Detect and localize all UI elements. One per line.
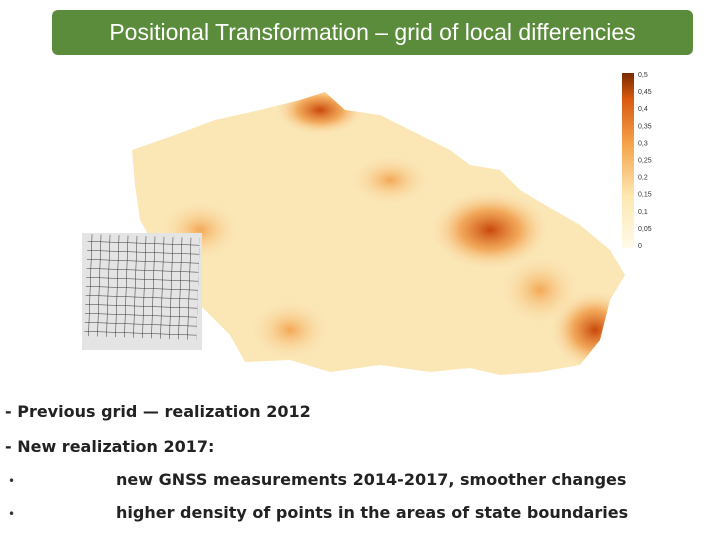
legend-label: 0,25: [638, 158, 652, 165]
bullet-dot: •: [8, 507, 16, 521]
bullet-text: higher density of points in the areas of…: [116, 503, 629, 522]
legend-label: 0,05: [638, 226, 652, 233]
legend-label: 0: [638, 243, 642, 250]
title: Positional Transformation – grid of loca…: [109, 19, 636, 45]
text-line: - New realization 2017:: [5, 437, 215, 456]
legend-labels: 0,5 0,45 0,4 0,35 0,3 0,25 0,2 0,15 0,1 0,05 0: [638, 72, 652, 250]
bullet-text: new GNSS measurements 2014-2017, smoothe…: [116, 470, 627, 489]
legend-label: 0,3: [638, 140, 648, 147]
legend-label: 0,15: [638, 192, 652, 199]
bullet-dot: •: [8, 474, 16, 488]
grid-lines: [84, 234, 200, 340]
legend-label: 0,5: [638, 72, 648, 79]
legend-label: 0,35: [638, 123, 652, 130]
map: [132, 92, 625, 375]
legend-label: 0,2: [638, 175, 648, 182]
map-figure: 0,5 0,45 0,4 0,35 0,3 0,25 0,2 0,15 0,1 0,05 0: [82, 72, 652, 375]
text-line: - Previous grid — realization 2012: [5, 402, 311, 421]
title-bar: Positional Transformation – grid of loca…: [52, 10, 693, 55]
legend-label: 0,45: [638, 89, 652, 96]
legend-label: 0,1: [638, 209, 648, 216]
legend-label: 0,4: [638, 106, 648, 113]
color-scale: [622, 73, 634, 248]
